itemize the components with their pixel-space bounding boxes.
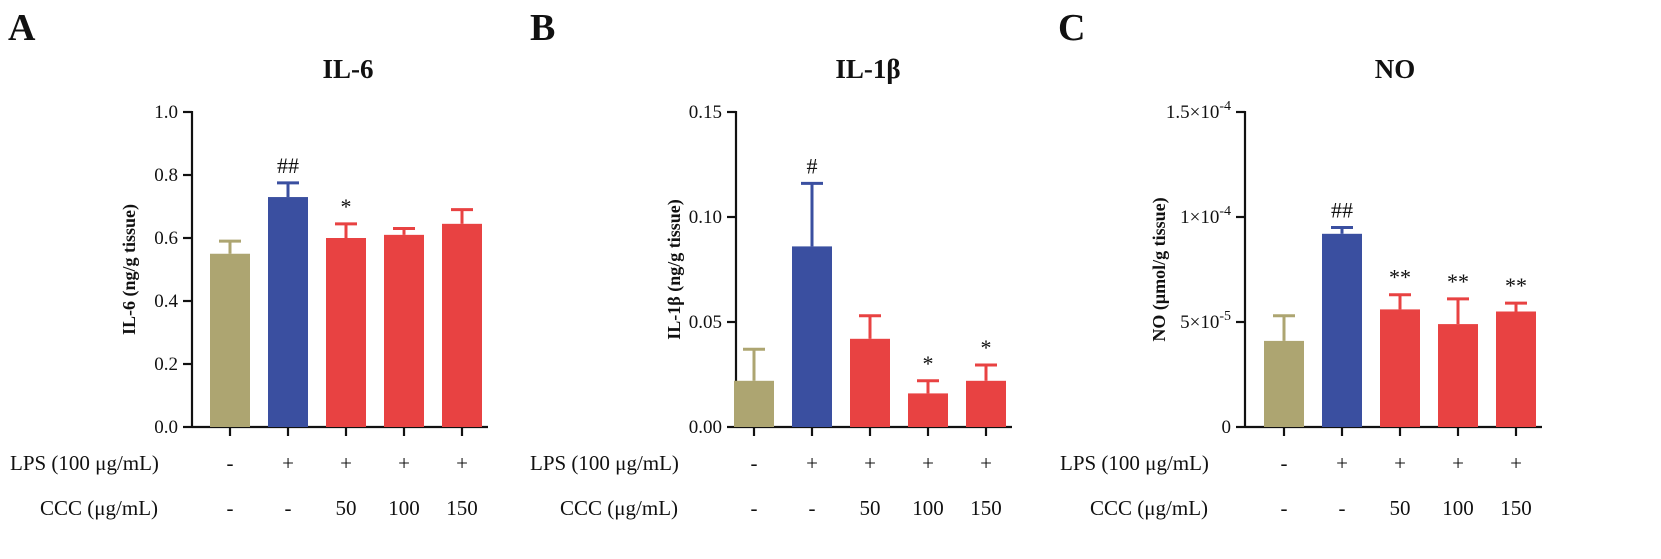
ccc-value: 100 xyxy=(912,496,944,520)
lps-value: + xyxy=(1510,451,1522,475)
significance-marker: ** xyxy=(1447,269,1469,294)
bar xyxy=(1264,340,1304,427)
ccc-value: 50 xyxy=(1390,496,1411,520)
bar xyxy=(734,380,774,427)
chart-panel-b: B IL-1β IL-1β (ng/g tissue) 0.00 0.05 0.10 0.1… xyxy=(530,7,1012,520)
bar xyxy=(210,253,250,427)
ccc-value: - xyxy=(227,496,234,520)
bar xyxy=(1322,233,1362,427)
lps-value: + xyxy=(806,451,818,475)
ccc-row-label: CCC (μg/mL) xyxy=(1090,496,1208,520)
ccc-value: 50 xyxy=(860,496,881,520)
y-tick-exponent: -4 xyxy=(1219,99,1231,114)
bar xyxy=(1438,324,1478,427)
bar xyxy=(268,197,308,427)
y-tick-exponent: -4 xyxy=(1219,204,1231,219)
y-tick-label: 1×10-4 xyxy=(1180,204,1231,228)
significance-marker: ## xyxy=(1331,198,1353,223)
y-tick-label: 0.00 xyxy=(689,417,722,438)
lps-row-label: LPS (100 μg/mL) xyxy=(10,451,159,475)
lps-value: + xyxy=(864,451,876,475)
panel-letter: A xyxy=(8,7,36,49)
ccc-value: 50 xyxy=(336,496,357,520)
lps-value: + xyxy=(1452,451,1464,475)
y-tick-label: 0.10 xyxy=(689,207,722,228)
bar xyxy=(908,393,948,427)
significance-marker: * xyxy=(341,194,352,219)
ccc-value: 150 xyxy=(446,496,478,520)
panel-letter: C xyxy=(1058,7,1085,49)
significance-marker: * xyxy=(923,351,934,376)
ccc-value: - xyxy=(809,496,816,520)
ccc-value: 100 xyxy=(1442,496,1474,520)
bar xyxy=(326,238,366,427)
lps-value: + xyxy=(1394,451,1406,475)
lps-value: + xyxy=(398,451,410,475)
lps-value: + xyxy=(1336,451,1348,475)
lps-value: + xyxy=(456,451,468,475)
bar xyxy=(850,338,890,427)
y-tick-label: 0 xyxy=(1222,417,1232,438)
chart-title: NO xyxy=(1375,54,1416,84)
ccc-value: - xyxy=(751,496,758,520)
ccc-row-label: CCC (μg/mL) xyxy=(560,496,678,520)
bar xyxy=(1380,309,1420,427)
lps-value: + xyxy=(340,451,352,475)
y-tick-label: 5×10-5 xyxy=(1180,309,1231,333)
lps-value: + xyxy=(282,451,294,475)
significance-marker: * xyxy=(981,335,992,360)
chart-panel-c: C NO NO (μmol/g tissue) 0 5×10-5 1×10-4 1.5×10… xyxy=(1058,7,1542,520)
lps-value: - xyxy=(751,451,758,475)
significance-marker: ** xyxy=(1389,265,1411,290)
ccc-value: - xyxy=(285,496,292,520)
lps-value: - xyxy=(1281,451,1288,475)
ccc-value: - xyxy=(1281,496,1288,520)
lps-row-label: LPS (100 μg/mL) xyxy=(1060,451,1209,475)
y-tick-label: 1.0 xyxy=(154,102,178,123)
bar xyxy=(792,246,832,427)
bar xyxy=(384,234,424,427)
y-tick-label: 1.5×10-4 xyxy=(1166,99,1231,123)
y-tick-label: 0.2 xyxy=(154,354,178,375)
panel-letter: B xyxy=(530,7,555,49)
significance-marker: # xyxy=(807,153,818,178)
y-tick-label: 0.4 xyxy=(154,291,178,312)
chart-title: IL-1β xyxy=(835,54,900,84)
significance-marker: ## xyxy=(277,153,299,178)
significance-marker: ** xyxy=(1505,273,1527,298)
chart-title: IL-6 xyxy=(322,54,373,84)
y-tick-label: 0.05 xyxy=(689,312,722,333)
y-axis-label: NO (μmol/g tissue) xyxy=(1149,197,1170,341)
bar xyxy=(1496,311,1536,427)
ccc-row-label: CCC (μg/mL) xyxy=(40,496,158,520)
y-tick-label: 0.6 xyxy=(154,228,178,249)
chart-panel-a: A IL-6 IL-6 (ng/g tissue) 0.0 0.2 0.4 0.6 0.8 1.… xyxy=(8,7,488,520)
y-tick-label: 0.0 xyxy=(154,417,178,438)
lps-value: + xyxy=(922,451,934,475)
lps-value: + xyxy=(980,451,992,475)
ccc-value: 150 xyxy=(970,496,1002,520)
y-tick-exponent: -5 xyxy=(1219,309,1231,324)
ccc-value: - xyxy=(1339,496,1346,520)
y-tick-label: 0.15 xyxy=(689,102,722,123)
lps-value: - xyxy=(227,451,234,475)
y-axis-label: IL-6 (ng/g tissue) xyxy=(119,204,140,335)
ccc-value: 150 xyxy=(1500,496,1532,520)
ccc-value: 100 xyxy=(388,496,420,520)
bar xyxy=(442,223,482,427)
y-axis-label: IL-1β (ng/g tissue) xyxy=(664,199,685,340)
y-tick-label: 0.8 xyxy=(154,165,178,186)
lps-row-label: LPS (100 μg/mL) xyxy=(530,451,679,475)
bar xyxy=(966,380,1006,427)
